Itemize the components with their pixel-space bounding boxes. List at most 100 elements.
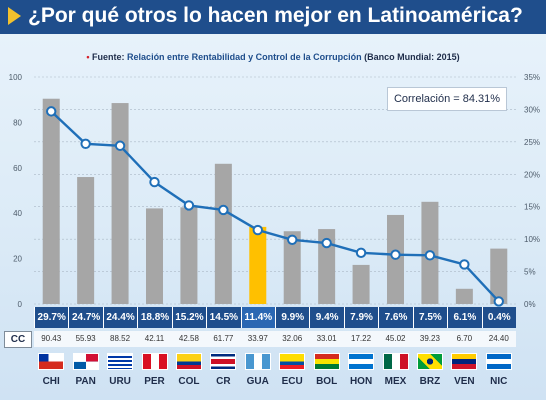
cc-label: CC [4, 331, 32, 348]
flag-ven-icon [451, 353, 478, 370]
source-label: Fuente: [92, 52, 125, 62]
flag-cr-icon [210, 353, 237, 370]
cc-value: 32.06 [282, 334, 303, 343]
cc-value: 6.70 [456, 334, 473, 343]
source-text: Relación entre Rentabilidad y Control de… [127, 52, 362, 62]
flag-ecu-icon [279, 353, 306, 370]
country-code-label: CHI [42, 376, 60, 387]
bar-gua [249, 226, 267, 304]
flag-col-icon [175, 353, 202, 370]
percent-label: 7.6% [378, 307, 412, 328]
line-point-ecu [287, 234, 298, 245]
flag-mex-icon [382, 353, 409, 370]
bar-cr [214, 163, 232, 304]
play-arrow-icon [8, 7, 21, 25]
source-note: • Fuente: Relación entre Rentabilidad y … [0, 52, 546, 62]
flag-bol-icon [313, 353, 340, 370]
left-axis-tick-label: 100 [9, 73, 23, 82]
left-axis-tick-label: 20 [13, 255, 22, 264]
percent-label: 14.5% [206, 307, 240, 328]
cc-value: 90.43 [41, 334, 62, 343]
left-axis-tick-label: 80 [13, 118, 22, 127]
country-code-label: ECU [281, 376, 303, 387]
cc-value: 33.97 [247, 334, 268, 343]
bar-pan [77, 177, 95, 304]
right-axis-tick-label: 10% [524, 235, 540, 244]
cc-value: 24.40 [488, 334, 509, 343]
right-axis-tick-label: 20% [524, 170, 540, 179]
bar-hon [352, 264, 370, 304]
country-code-label: NIC [490, 376, 508, 387]
right-axis-tick-label: 30% [524, 105, 540, 114]
left-axis-tick-label: 60 [13, 164, 22, 173]
percent-label: 24.7% [68, 307, 102, 328]
line-point-brz [424, 250, 436, 261]
right-axis-tick-label: 15% [524, 203, 540, 212]
bar-ven [455, 288, 473, 304]
percent-label: 9.9% [275, 307, 309, 328]
bar-per [146, 208, 163, 304]
cc-value: 39.23 [419, 334, 440, 343]
country-code-label: CR [216, 376, 231, 387]
line-point-gua [252, 224, 263, 236]
percent-label: 7.5% [412, 307, 447, 328]
country-code-label: PAN [75, 376, 96, 387]
line-point-uru [114, 140, 126, 151]
line-point-chi [46, 106, 57, 117]
cc-row: 90.43 55.93 88.52 42.11 42.58 61.77 33.97 32.06… [34, 331, 516, 347]
country-code-label: URU [109, 376, 131, 387]
right-axis-tick-label: 0% [524, 300, 536, 309]
page-title: ¿Por qué otros lo hacen mejor en Latinoa… [28, 4, 523, 27]
line-point-cr [218, 204, 229, 216]
percent-label: 0.4% [481, 307, 516, 328]
correlation-box: Correlación = 84.31% [387, 87, 507, 111]
flag-uru-icon [107, 353, 134, 370]
percent-label: 9.4% [309, 307, 343, 328]
country-code-label: BOL [316, 376, 338, 387]
line-point-nic [493, 296, 504, 307]
percent-label: 11.4% [240, 307, 275, 328]
right-axis-tick-label: 5% [524, 268, 536, 277]
cc-value: 45.02 [385, 334, 406, 343]
country-code-label: VEN [454, 376, 475, 387]
percent-label: 7.9% [343, 307, 378, 328]
flag-brz-icon [416, 353, 443, 370]
flag-per-icon [141, 353, 168, 370]
bullet-icon: • [86, 52, 90, 62]
line-point-hon [355, 247, 367, 258]
percent-label: 15.2% [171, 307, 206, 328]
rentabilidad-line [50, 110, 500, 303]
cc-value: 17.22 [351, 334, 372, 343]
flag-pan-icon [72, 353, 99, 370]
line-point-bol [321, 237, 332, 249]
cc-value: 55.93 [75, 334, 96, 343]
country-code-label: COL [178, 376, 200, 387]
percent-label: 29.7% [34, 307, 68, 328]
country-code-label: PER [144, 376, 165, 387]
bar-uru [111, 103, 129, 304]
cc-value: 42.11 [144, 334, 165, 343]
bar-ecu [283, 231, 301, 304]
bar-bol [318, 229, 336, 304]
flag-chi-icon [38, 353, 65, 370]
bar-chi [42, 98, 60, 304]
line-point-pan [80, 138, 91, 150]
right-axis-tick-label: 25% [524, 138, 540, 147]
cc-value: 42.58 [178, 334, 199, 343]
percent-label: 6.1% [447, 307, 481, 328]
line-point-col [183, 200, 195, 211]
percent-row: 29.7% 24.7% 24.4% 18.8% 15.2% 14.5% 11.4% 9.9% 9… [34, 307, 516, 328]
country-code-label: MEX [384, 376, 407, 387]
bar-nic [490, 248, 508, 304]
line-point-per [149, 176, 160, 188]
cc-value: 33.01 [316, 334, 337, 343]
left-axis-tick-label: 40 [13, 209, 22, 218]
flag-gua-icon [244, 353, 271, 370]
country-code-label: HON [349, 376, 373, 387]
line-point-ven [459, 259, 470, 270]
left-axis-tick-label: 0 [18, 300, 23, 309]
source-org: (Banco Mundial: 2015) [364, 52, 460, 62]
title-bar: ¿Por qué otros lo hacen mejor en Latinoa… [0, 0, 546, 34]
